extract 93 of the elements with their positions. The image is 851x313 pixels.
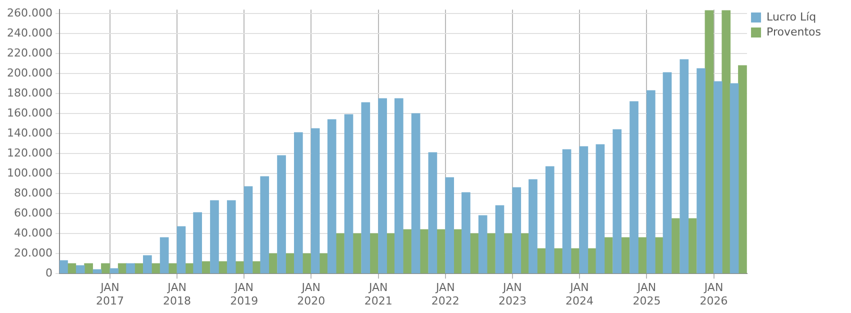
bar: [310, 128, 320, 274]
y-tick-label: 20.000: [14, 246, 52, 260]
bar: [126, 263, 135, 274]
y-tick-label: 40.000: [14, 226, 52, 240]
x-tick-label: JAN 2019: [230, 281, 258, 308]
bar: [193, 212, 202, 274]
x-tick-label: JAN 2024: [566, 281, 594, 308]
y-tick-label: 240.000: [6, 26, 52, 40]
bar: [402, 229, 412, 274]
x-tick-label: JAN 2017: [96, 281, 124, 308]
bar: [59, 260, 68, 274]
bar: [84, 263, 93, 274]
bar: [344, 114, 354, 274]
bar: [369, 233, 378, 274]
bar: [285, 253, 294, 274]
bar: [361, 102, 370, 274]
bar: [528, 179, 538, 274]
bar: [630, 101, 638, 274]
y-tick-label: 200.000: [6, 66, 52, 80]
bar: [160, 237, 169, 274]
y-tick-label: 100.000: [6, 166, 52, 180]
x-tick-label: JAN 2026: [700, 281, 728, 308]
y-tick-label: 80.000: [14, 186, 52, 200]
bar: [646, 90, 656, 274]
bar: [352, 233, 362, 274]
legend-label: Lucro Líq: [766, 10, 816, 24]
bar: [294, 132, 303, 274]
bar: [210, 200, 219, 274]
bar: [244, 186, 253, 274]
bar: [570, 248, 580, 274]
bar: [319, 253, 328, 274]
bar: [738, 65, 747, 274]
x-tick-label: JAN 2022: [431, 281, 460, 308]
bar: [688, 218, 697, 274]
bar: [503, 233, 512, 274]
bar: [411, 113, 420, 274]
bar: [596, 144, 605, 274]
bar: [495, 205, 504, 274]
bar: [76, 265, 85, 274]
bar: [378, 98, 387, 274]
bar: [394, 98, 404, 274]
bar: [714, 81, 722, 274]
y-tick-label: 220.000: [6, 46, 52, 60]
bar: [101, 263, 110, 274]
bar: [680, 59, 689, 274]
bar: [168, 263, 177, 274]
bar: [545, 166, 554, 274]
bar: [620, 237, 630, 274]
y-tick-label: 160.000: [6, 106, 52, 120]
bar: [562, 149, 572, 274]
bar: [554, 248, 562, 274]
y-tick-label: 0: [45, 266, 52, 280]
bar: [336, 233, 344, 274]
legend-label: Proventos: [766, 25, 822, 38]
x-tick-label: JAN 2023: [498, 281, 526, 308]
bar: [436, 229, 446, 274]
x-tick-label: JAN 2021: [364, 281, 392, 308]
bar: [579, 146, 588, 274]
x-tick-label: JAN 2020: [297, 281, 326, 308]
bar: [268, 253, 278, 274]
y-tick-label: 60.000: [14, 206, 52, 220]
bar: [696, 68, 706, 274]
bar: [327, 119, 336, 274]
y-tick-label: 180.000: [6, 86, 52, 100]
bar: [512, 187, 522, 274]
bar: [730, 83, 739, 274]
bar: [462, 192, 470, 274]
bar: [226, 200, 236, 274]
bar: [662, 72, 672, 274]
bar: [486, 233, 496, 274]
x-tick-label: JAN 2025: [632, 281, 661, 308]
bar: [420, 229, 428, 274]
bar: [470, 233, 479, 274]
bar: [445, 177, 454, 274]
bar: [638, 237, 647, 274]
bar: [277, 155, 286, 274]
y-tick-label: 260.000: [6, 6, 52, 20]
bar: [92, 269, 102, 274]
bar: [110, 268, 119, 274]
bar: [302, 253, 312, 274]
bar: [536, 248, 546, 274]
bar: [478, 215, 488, 274]
bar: [143, 255, 152, 274]
x-tick-label: JAN 2018: [163, 281, 192, 308]
bar: [260, 176, 270, 274]
bar: [587, 248, 596, 274]
bar: [671, 218, 680, 274]
bar: [604, 237, 613, 274]
y-tick-label: 120.000: [6, 146, 52, 160]
bar: [176, 226, 186, 274]
y-tick-label: 140.000: [6, 126, 52, 140]
bar: [612, 129, 622, 274]
bar: [428, 152, 438, 274]
